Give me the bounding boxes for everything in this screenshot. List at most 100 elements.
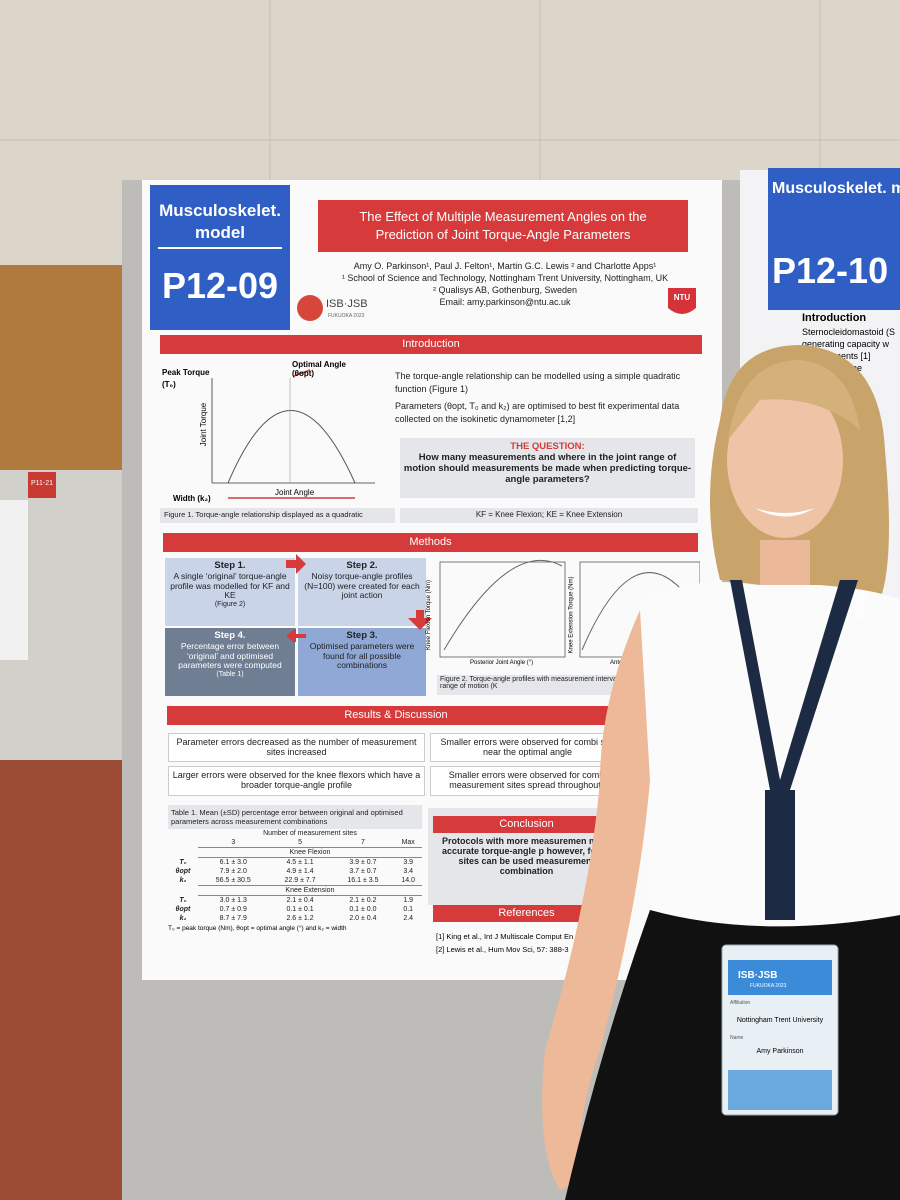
bullet: The torque-angle relationship can be mod… xyxy=(395,371,681,394)
step-text: Optimised parameters were found for all … xyxy=(309,640,415,671)
line: Sternocleidomastoid (S xyxy=(802,327,896,337)
cell: 3.9 xyxy=(403,859,414,866)
question-heading: THE QUESTION: xyxy=(510,441,585,452)
logo-sub: FUKUOKA 2023 xyxy=(328,313,365,319)
step-title: Step 1. xyxy=(214,560,246,571)
figure-1 xyxy=(211,369,375,499)
authors: Amy O. Parkinson¹, Paul J. Felton¹, Mart… xyxy=(330,260,680,308)
cell: 7.9 ± 2.0 xyxy=(219,868,247,875)
finding: Smaller errors were observed for combi s… xyxy=(430,733,625,762)
reference: [2] Lewis et al., Hum Mov Sci, 57: 388-3 xyxy=(436,945,569,954)
step: Step 1. A single ‘original’ torque-angle … xyxy=(165,558,295,626)
affiliation: ² Qualisys AB, Gothenburg, Sweden xyxy=(432,285,578,295)
badge-code: P12-09 xyxy=(161,265,279,306)
section-heading: Introduction xyxy=(160,335,702,354)
caption: Figure 1. Torque-angle relationship disp… xyxy=(160,508,395,523)
bullet: Parameters (θopt, T₀ and k₂) are optimis… xyxy=(395,401,680,424)
badge-logo-sub: FUKUOKA 2023 xyxy=(750,983,787,989)
row-label: k₂ xyxy=(179,877,187,885)
affiliation: ¹ School of Science and Technology, Nott… xyxy=(341,273,669,283)
axis-label: Posterior Joint Angle (°) xyxy=(470,660,534,666)
cell: 0.1 xyxy=(403,906,414,913)
cell: 3.4 xyxy=(403,868,414,875)
cell: 2.1 ± 0.4 xyxy=(286,897,314,904)
table: Number of measurement sites 3 5 7 Max Knee … xyxy=(168,829,422,923)
section-heading: Results & Discussion xyxy=(167,706,625,725)
section-heading: Introduction xyxy=(802,312,867,324)
step-ref: (Table 1) xyxy=(216,671,244,679)
table-row: k₂ 8.7 ± 7.9 2.6 ± 1.2 2.0 ± 0.4 2.4 xyxy=(168,914,422,923)
group-name: Knee Extension xyxy=(197,885,422,896)
badge-category: Musculoskelet. model xyxy=(159,201,281,242)
section-heading: Conclusion xyxy=(433,816,620,833)
step-text: Noisy torque-angle profiles (N=100) were… xyxy=(304,570,420,601)
poster-title: The Effect of Multiple Measurement Angle… xyxy=(318,200,688,252)
group-row: Knee Flexion xyxy=(168,847,422,858)
group-row: Knee Extension xyxy=(168,885,422,896)
table-caption: Table 1. Mean (±SD) percentage error bet… xyxy=(168,805,422,829)
cell: 4.9 ± 1.4 xyxy=(286,868,314,875)
cell: 2.0 ± 0.4 xyxy=(349,915,377,922)
finding: Parameter errors decreased as the number… xyxy=(168,733,425,762)
column-header: Max xyxy=(401,839,415,846)
cell: 2.4 xyxy=(403,915,414,922)
sign: P11-21 xyxy=(30,480,54,487)
cell: 14.0 xyxy=(401,877,415,884)
line: generating capacity w xyxy=(802,339,890,349)
cell: 6.1 ± 3.0 xyxy=(219,859,247,866)
column-header: 5 xyxy=(298,839,303,846)
badge-affiliation: Nottingham Trent University xyxy=(736,1017,824,1024)
question: How many measurements and where in the j… xyxy=(403,452,692,485)
cell: 3.7 ± 0.7 xyxy=(349,868,377,875)
cell: 2.6 ± 1.2 xyxy=(286,915,314,922)
badge-name: Amy Parkinson xyxy=(756,1048,804,1055)
axis-label: Anter xyxy=(610,660,625,666)
cell: 8.7 ± 7.9 xyxy=(219,915,247,922)
group-name: Knee Flexion xyxy=(197,847,422,858)
table-footnote: T₀ = peak torque (Nm), θopt = optimal an… xyxy=(168,925,347,932)
finding: Larger errors were observed for the knee… xyxy=(168,766,425,796)
table-row: k₂ 56.5 ± 30.5 22.9 ± 7.7 16.1 ± 3.5 14.0 xyxy=(168,876,422,886)
cell: 0.1 ± 0.0 xyxy=(349,906,377,913)
cell: 16.1 ± 3.5 xyxy=(347,877,379,884)
cell: 22.9 ± 7.7 xyxy=(284,877,316,884)
authors-line: Amy O. Parkinson¹, Paul J. Felton¹, Mart… xyxy=(353,261,657,271)
row-label: θopt xyxy=(175,868,191,875)
cell: 56.5 ± 30.5 xyxy=(215,877,251,884)
note: KF = Knee Flexion; KE = Knee Extension xyxy=(400,508,698,523)
table-block: Table 1. Mean (±SD) percentage error bet… xyxy=(168,805,422,932)
step-title: Step 2. xyxy=(346,560,378,571)
fig-label: Optimal Angle (θopt) xyxy=(292,360,346,378)
step: Step 3. Optimised parameters were found f… xyxy=(298,628,426,696)
badge-label: Affiliation xyxy=(730,1000,751,1006)
column-header: 7 xyxy=(360,839,365,846)
step-text: A single ‘original’ torque-angle profile… xyxy=(170,570,290,601)
badge-label: Name xyxy=(730,1035,744,1041)
badge-category: Musculoskelet. model xyxy=(772,180,900,197)
step: Step 2. Noisy torque-angle profiles (N=10… xyxy=(298,558,426,626)
badge-logo: ISB·JSB xyxy=(738,970,778,981)
badge-code: P12-10 xyxy=(772,250,889,291)
email: Email: amy.parkinson@ntu.ac.uk xyxy=(439,297,571,307)
fig-label: Peak Torque (T₀) xyxy=(162,368,210,389)
table-header: Number of measurement sites xyxy=(263,830,357,837)
figure-2 xyxy=(439,559,700,658)
step-title: Step 4. xyxy=(214,630,246,641)
reference: [1] King et al., Int J Multiscale Comput… xyxy=(436,932,574,941)
step-text: Percentage error between ‘original’ and … xyxy=(178,640,282,671)
table-row: θopt 0.7 ± 0.9 0.1 ± 0.1 0.1 ± 0.0 0.1 xyxy=(168,905,422,914)
row-label: T₀ xyxy=(179,896,187,904)
ntu-logo: NTU xyxy=(673,293,691,302)
question-box: THE QUESTION: How many measurements and … xyxy=(400,438,695,498)
cell: 0.7 ± 0.9 xyxy=(219,906,247,913)
cell: 1.9 xyxy=(403,897,414,904)
finding: Smaller errors were observed for combi m… xyxy=(430,766,625,796)
fig-label: Width (k₂) xyxy=(173,494,211,503)
logo: ISB·JSB xyxy=(326,298,368,310)
table-row: θopt 7.9 ± 2.0 4.9 ± 1.4 3.7 ± 0.7 3.4 xyxy=(168,867,422,876)
table-row: T₀ 6.1 ± 3.0 4.5 ± 1.1 3.9 ± 0.7 3.9 xyxy=(168,858,422,868)
row-label: θopt xyxy=(175,906,191,913)
section-heading: References xyxy=(433,905,620,922)
section-heading: Methods xyxy=(163,533,698,552)
